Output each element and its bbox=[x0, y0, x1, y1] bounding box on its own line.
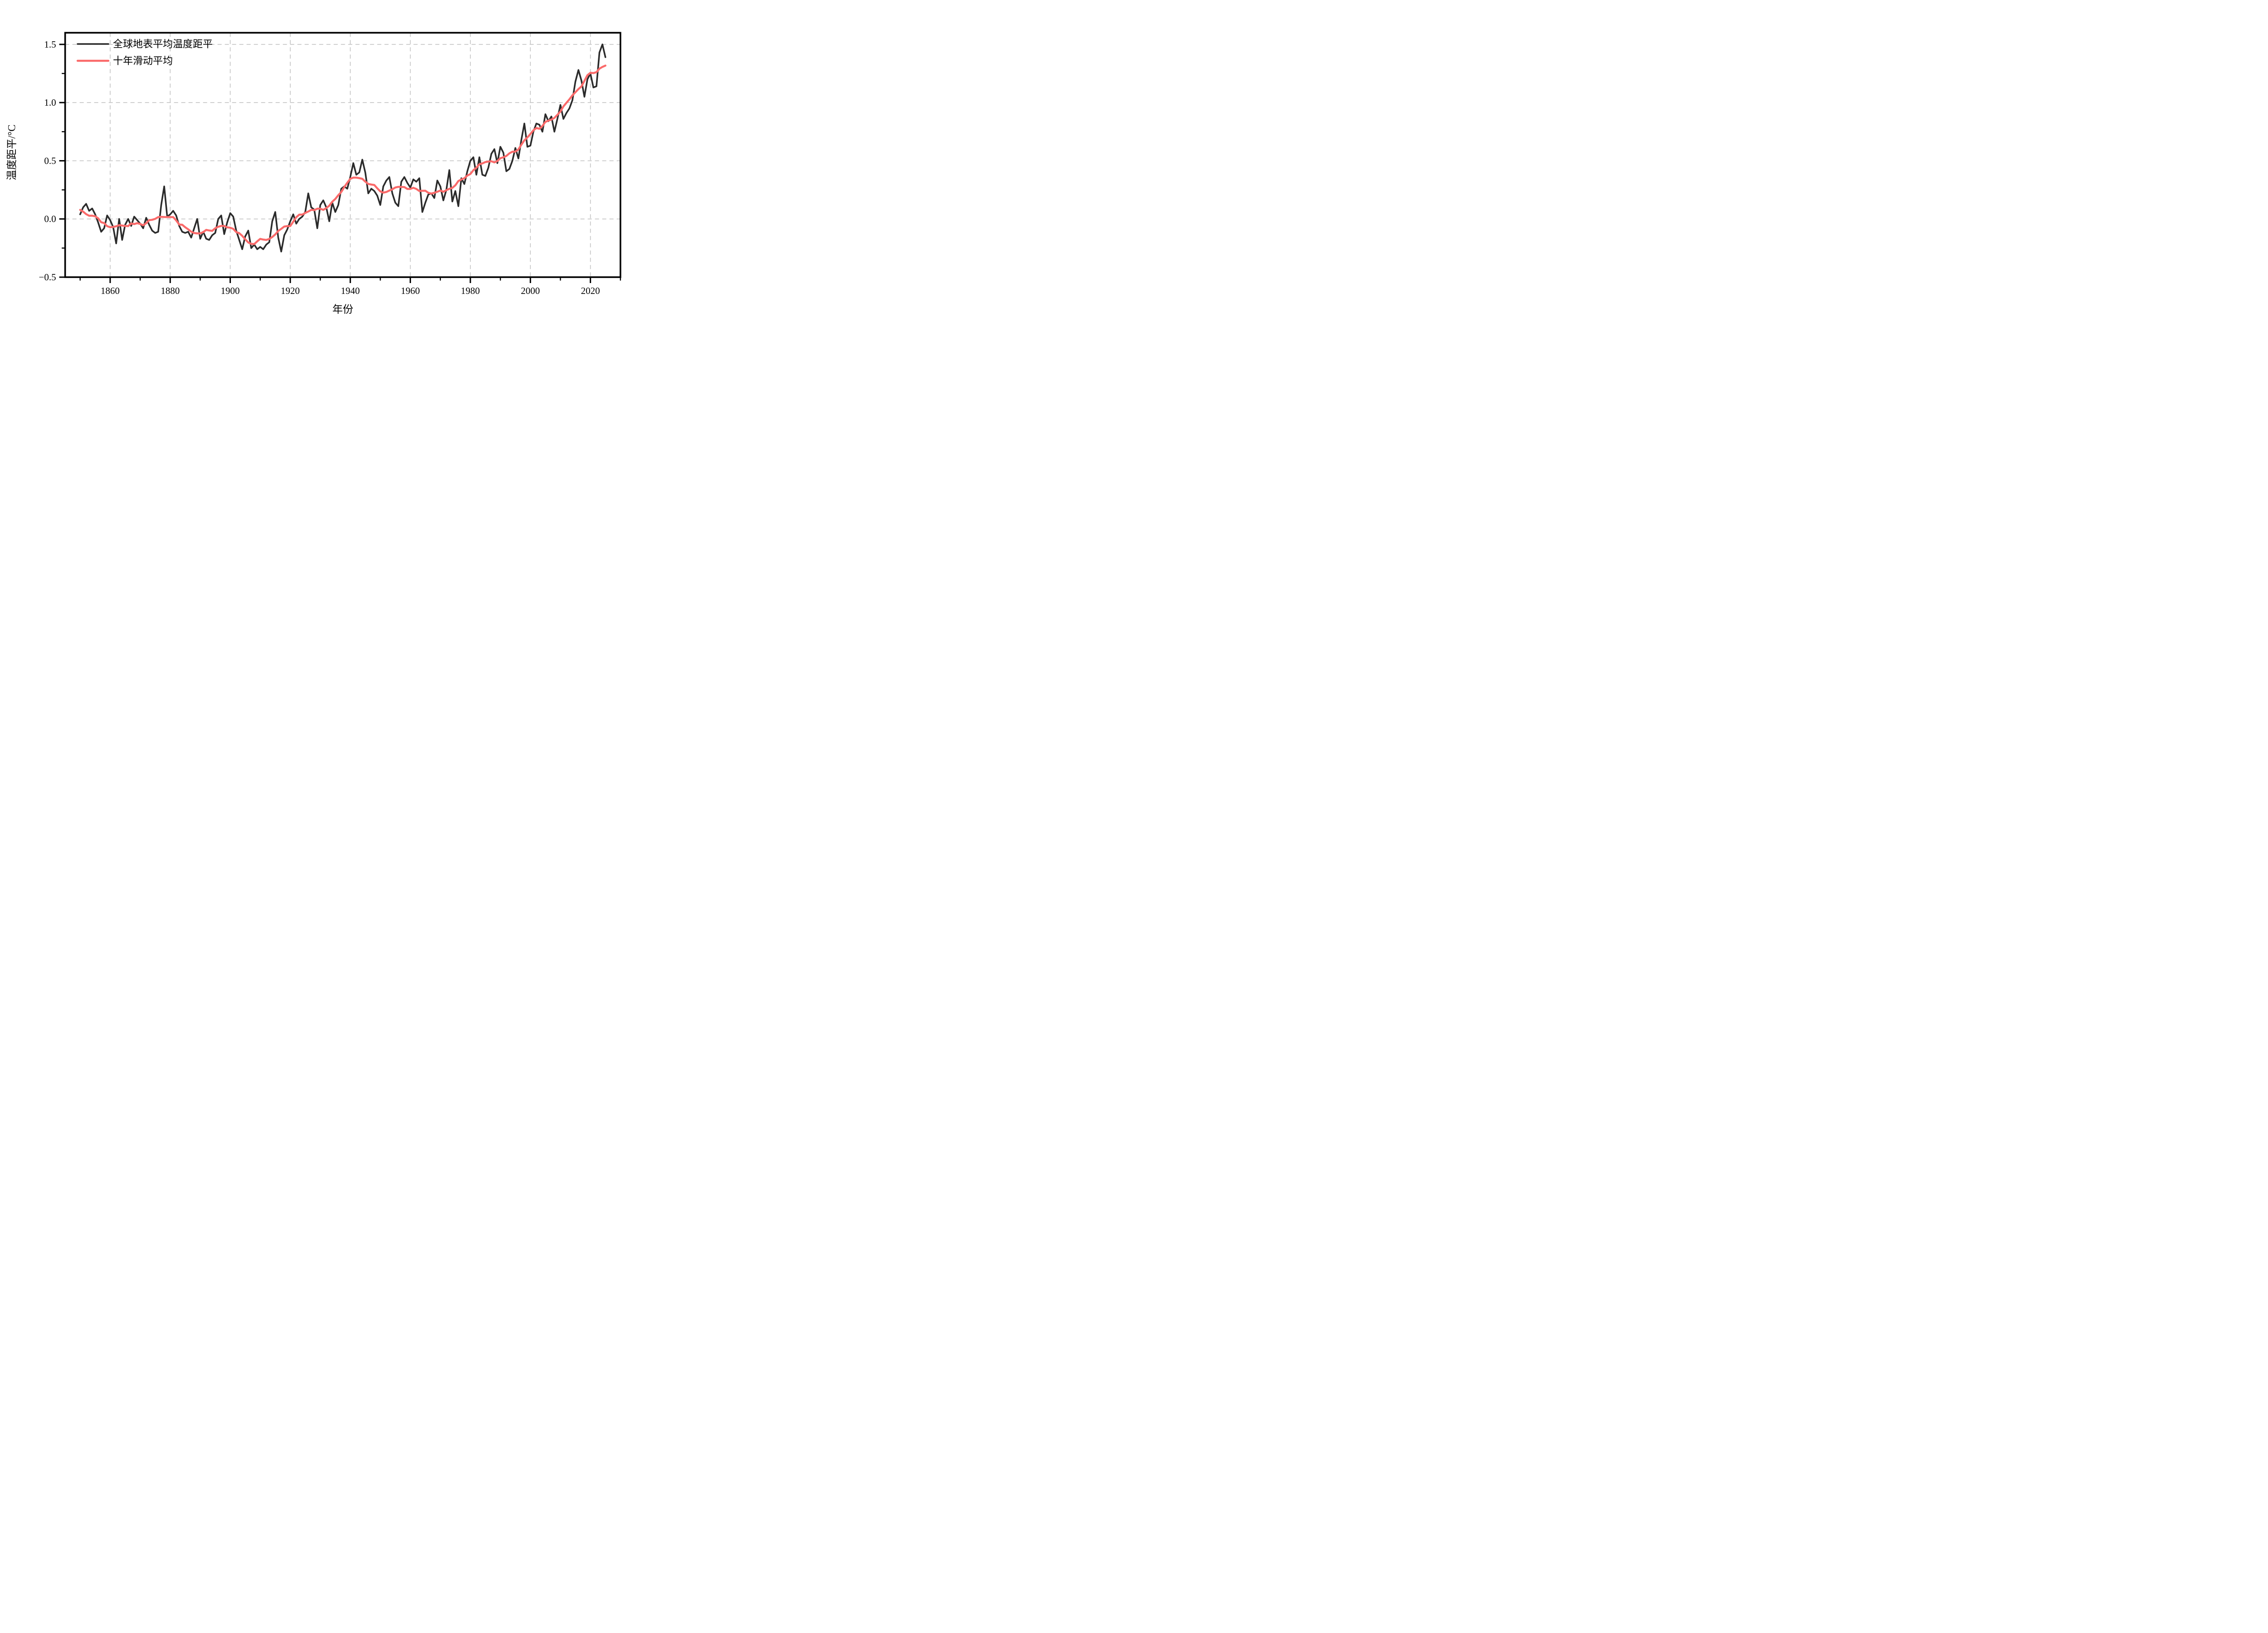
chart-canvas: 1860 1880 1900 1920 1940 1960 1980 2000 2020 −0.5… bbox=[6, 32, 621, 315]
y-axis-label: 温度距平/°C bbox=[6, 125, 18, 181]
x-tick-label: 1920 bbox=[281, 285, 300, 296]
grid bbox=[65, 33, 621, 278]
legend-item-annual-label: 全球地表平均温度距平 bbox=[113, 39, 213, 50]
moving-average-line bbox=[79, 64, 606, 245]
x-tick-label: 2000 bbox=[521, 285, 540, 296]
legend-item-annual: 全球地表平均温度距平 bbox=[77, 39, 213, 50]
ticks bbox=[59, 44, 621, 283]
x-tick-label: 1980 bbox=[461, 285, 480, 296]
x-tick-label: 1960 bbox=[401, 285, 420, 296]
x-axis-label: 年份 bbox=[332, 304, 353, 315]
y-tick-label: −0.5 bbox=[39, 272, 56, 283]
legend-item-moving-average-label: 十年滑动平均 bbox=[113, 55, 173, 67]
x-tick-label: 2020 bbox=[581, 285, 600, 296]
annual-anomaly-line bbox=[79, 44, 606, 253]
y-tick-label: 1.5 bbox=[44, 39, 56, 50]
x-tick-label: 1860 bbox=[101, 285, 120, 296]
y-tick-label: 1.0 bbox=[44, 97, 56, 108]
x-tick-label: 1940 bbox=[341, 285, 360, 296]
plot-border bbox=[64, 32, 621, 278]
legend-item-moving-average: 十年滑动平均 bbox=[76, 55, 173, 67]
temperature-anomaly-figure: 1860 1880 1900 1920 1940 1960 1980 2000 2020 −0.5… bbox=[0, 0, 653, 327]
x-tick-label: 1900 bbox=[221, 285, 240, 296]
y-tick-label: 0.5 bbox=[44, 155, 56, 166]
x-tick-label: 1880 bbox=[161, 285, 180, 296]
y-tick-label: 0.0 bbox=[44, 214, 56, 225]
